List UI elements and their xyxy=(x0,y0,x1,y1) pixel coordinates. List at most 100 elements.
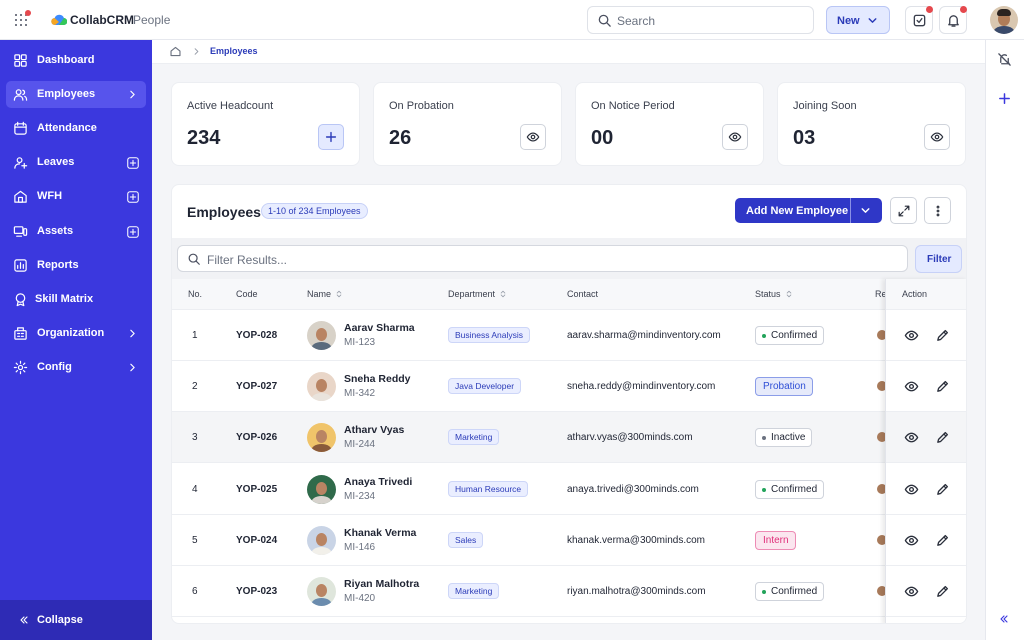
nav-icon xyxy=(14,157,28,170)
nav-add[interactable] xyxy=(126,225,140,239)
edit-action[interactable] xyxy=(935,533,950,548)
nav-icon-part xyxy=(14,163,21,170)
view-action[interactable] xyxy=(904,379,919,394)
add-employee-label: Add New Employee xyxy=(746,205,849,217)
edit-action-part xyxy=(937,381,949,393)
sort-icon[interactable] xyxy=(498,289,508,299)
view-action[interactable] xyxy=(904,533,919,548)
rail-expand-part xyxy=(1000,615,1008,623)
nav-icon xyxy=(14,54,27,67)
add-button[interactable] xyxy=(318,124,344,150)
filter-search-icon xyxy=(188,253,200,265)
table-row[interactable]: 1 YOP-028 Aarav Sharma MI-123 Business Analy… xyxy=(172,310,966,361)
search-box[interactable]: Search xyxy=(587,6,814,34)
contact-email: anaya.trivedi@300minds.com xyxy=(567,483,699,495)
stat-value: 03 xyxy=(793,127,816,149)
nav-item[interactable]: Skill Matrix xyxy=(6,286,146,313)
rail-expand[interactable] xyxy=(998,613,1010,625)
employee-code: YOP-026 xyxy=(236,432,278,444)
button-divider xyxy=(850,198,851,223)
add-employee-button[interactable]: Add New Employee xyxy=(735,198,882,223)
nav-item[interactable]: Reports xyxy=(6,252,146,279)
stat-value: 234 xyxy=(187,127,221,149)
collapse-button[interactable]: Collapse xyxy=(0,600,152,640)
new-button[interactable]: New xyxy=(826,6,890,34)
add-dropdown[interactable] xyxy=(859,204,872,217)
right-rail xyxy=(985,40,1024,640)
nav-item[interactable]: Attendance xyxy=(6,115,146,142)
column-header: Status xyxy=(755,289,781,299)
rail-add[interactable] xyxy=(997,91,1012,106)
nav-item[interactable]: Employees xyxy=(6,81,146,109)
rail-icon[interactable] xyxy=(997,52,1012,67)
view-button[interactable] xyxy=(722,124,748,150)
edit-action[interactable] xyxy=(935,379,950,394)
view-action-part xyxy=(908,435,915,441)
sort-icon[interactable] xyxy=(784,289,794,299)
filter-input[interactable]: Filter Results... xyxy=(177,245,908,272)
employees-card: Employees 1-10 of 234 Employees Add New Em… xyxy=(171,184,967,624)
employee-avatar xyxy=(307,423,336,453)
table-row[interactable]: 4 YOP-025 Anaya Trivedi MI-234 Human Resourc… xyxy=(172,463,966,515)
eye-icon xyxy=(930,132,944,142)
table-row[interactable]: 5 YOP-024 Khanak Verma MI-146 Sales khanak.ve… xyxy=(172,514,966,566)
user-avatar[interactable] xyxy=(990,6,1018,34)
stat-card: Joining Soon 03 xyxy=(777,82,966,166)
reporting-avatar xyxy=(877,534,887,545)
row-number: 4 xyxy=(192,483,198,495)
avatar-face xyxy=(316,532,327,546)
edit-action[interactable] xyxy=(935,482,950,497)
edit-action[interactable] xyxy=(935,430,950,445)
table-row[interactable]: 2 YOP-027 Sneha Reddy MI-342 Java Developer s… xyxy=(172,361,966,413)
more-icon-part xyxy=(936,209,940,213)
nav-item[interactable]: Dashboard xyxy=(6,47,146,74)
edit-action-part xyxy=(937,432,949,444)
nav-item[interactable]: WFH xyxy=(6,183,146,210)
nav-item[interactable]: Assets xyxy=(6,218,146,245)
action-cell xyxy=(886,566,966,617)
stat-label: On Probation xyxy=(389,100,454,112)
view-button[interactable] xyxy=(924,124,950,150)
status-dot xyxy=(762,590,766,594)
employee-name: Riyan Malhotra xyxy=(344,578,420,590)
eye-icon xyxy=(526,132,540,142)
view-action[interactable] xyxy=(904,328,919,343)
view-action[interactable] xyxy=(904,584,919,599)
nav-icon xyxy=(15,292,26,306)
more-button[interactable] xyxy=(924,197,951,224)
eye-icon-part xyxy=(526,132,540,142)
nav-icon-part xyxy=(14,191,27,204)
stat-label: Joining Soon xyxy=(793,100,857,112)
stat-value: 26 xyxy=(389,127,412,149)
nav-add[interactable] xyxy=(126,156,140,170)
tasks-button[interactable] xyxy=(905,6,933,34)
view-action[interactable] xyxy=(904,482,919,497)
department-tag: Business Analysis xyxy=(448,327,531,343)
expand-button[interactable] xyxy=(890,197,917,224)
home-icon[interactable] xyxy=(169,45,182,58)
sort-icon[interactable] xyxy=(334,289,344,299)
table-row[interactable]: 3 YOP-026 Atharv Vyas MI-244 Marketing atharv… xyxy=(172,412,966,464)
filter-search-icon-part xyxy=(195,260,200,265)
employee-name: Aarav Sharma xyxy=(344,322,415,334)
notifications-button[interactable] xyxy=(939,6,967,34)
view-action-part xyxy=(904,433,919,443)
notification-dot xyxy=(25,10,31,16)
action-column: Action xyxy=(885,279,966,623)
expand-icon xyxy=(898,205,910,217)
nav-add[interactable] xyxy=(126,190,140,204)
nav-item[interactable]: Leaves xyxy=(6,149,146,176)
table-row[interactable]: 6 YOP-023 Riyan Malhotra MI-420 Marketing riy… xyxy=(172,566,966,617)
edit-action[interactable] xyxy=(935,328,950,343)
count-badge: 1-10 of 234 Employees xyxy=(261,203,368,219)
nav-chevron xyxy=(130,329,135,338)
edit-action[interactable] xyxy=(935,584,950,599)
view-action-part xyxy=(908,588,915,595)
nav-item[interactable]: Config xyxy=(6,354,146,381)
filter-button[interactable]: Filter xyxy=(915,245,962,273)
nav-item[interactable]: Organization xyxy=(6,320,146,347)
nav-label: Dashboard xyxy=(37,54,95,66)
employee-id: MI-123 xyxy=(344,337,376,348)
view-action[interactable] xyxy=(904,430,919,445)
view-button[interactable] xyxy=(520,124,546,150)
